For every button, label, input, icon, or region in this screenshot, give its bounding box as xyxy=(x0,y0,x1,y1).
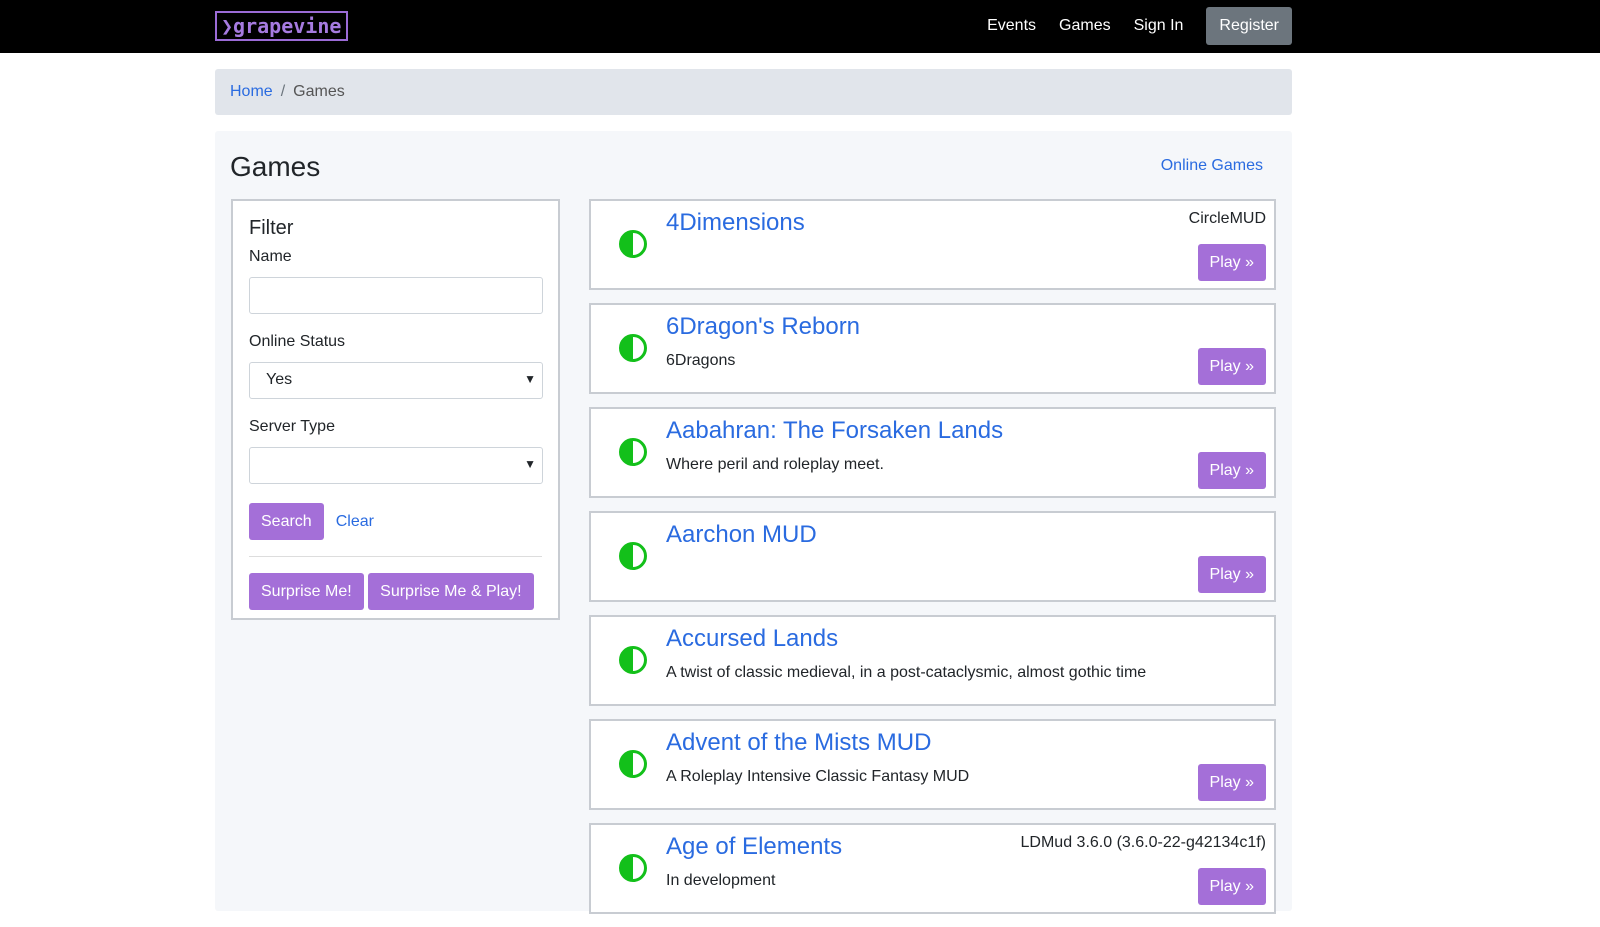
nav-sign-in[interactable]: Sign In xyxy=(1133,17,1184,34)
grapevine-logo[interactable]: ❯grapevine xyxy=(215,11,348,41)
divider xyxy=(249,556,542,557)
filter-title: Filter xyxy=(249,217,294,239)
online-status-value: Yes xyxy=(266,371,293,388)
game-description: In development xyxy=(666,872,776,889)
game-card: Aabahran: The Forsaken Lands Where peril… xyxy=(589,407,1276,498)
register-button[interactable]: Register xyxy=(1206,7,1292,45)
game-card: Advent of the Mists MUD A Roleplay Inten… xyxy=(589,719,1276,810)
chevron-down-icon: ▼ xyxy=(524,457,536,471)
online-status-label: Online Status xyxy=(249,333,346,350)
online-status-icon xyxy=(619,854,647,882)
page-title: Games xyxy=(230,151,321,182)
game-card: 6Dragon's Reborn 6Dragons Play » xyxy=(589,303,1276,394)
game-name-link[interactable]: 4Dimensions xyxy=(666,209,805,236)
online-status-icon xyxy=(619,230,647,258)
filter-panel: Filter Name Online Status Yes ▼ Server Ty… xyxy=(231,199,560,620)
play-button[interactable]: Play » xyxy=(1197,452,1266,489)
game-description: Where peril and roleplay meet. xyxy=(666,456,884,473)
play-button[interactable]: Play » xyxy=(1197,764,1266,801)
game-name-link[interactable]: Advent of the Mists MUD xyxy=(666,729,932,756)
server-type: LDMud 3.6.0 (3.6.0-22-g42134c1f) xyxy=(1020,834,1266,851)
game-name-link[interactable]: Accursed Lands xyxy=(666,625,839,652)
games-panel: Games Online Games Filter Name Online St… xyxy=(215,131,1292,914)
surprise-me-play-button[interactable]: Surprise Me & Play! xyxy=(368,573,534,610)
play-button[interactable]: Play » xyxy=(1197,348,1266,385)
game-name-link[interactable]: 6Dragon's Reborn xyxy=(666,313,861,340)
nav-games[interactable]: Games xyxy=(1059,17,1111,34)
server-type-select[interactable]: ▼ xyxy=(249,447,543,484)
breadcrumb: Home / Games xyxy=(215,69,1292,115)
name-label: Name xyxy=(249,248,292,265)
search-button[interactable]: Search xyxy=(249,503,324,540)
breadcrumb-home[interactable]: Home xyxy=(230,83,273,100)
game-card: Aarchon MUD Play » xyxy=(589,511,1276,602)
online-status-icon xyxy=(619,334,647,362)
breadcrumb-separator: / xyxy=(280,83,286,100)
game-name-link[interactable]: Aabahran: The Forsaken Lands xyxy=(666,417,1004,444)
online-status-select[interactable]: Yes ▼ xyxy=(249,362,543,399)
play-button[interactable]: Play » xyxy=(1197,556,1266,593)
game-description: 6Dragons xyxy=(666,352,736,369)
online-status-icon xyxy=(619,542,647,570)
online-games-link[interactable]: Online Games xyxy=(1160,157,1263,174)
name-input[interactable] xyxy=(249,277,543,314)
game-name-link[interactable]: Age of Elements xyxy=(666,833,843,860)
game-list: 4Dimensions CircleMUD Play » 6Dragon's Re… xyxy=(589,199,1276,927)
play-button[interactable]: Play » xyxy=(1197,868,1266,905)
online-status-icon xyxy=(619,438,647,466)
nav-events[interactable]: Events xyxy=(987,17,1037,34)
game-card: Accursed Lands A twist of classic mediev… xyxy=(589,615,1276,706)
server-type-label: Server Type xyxy=(249,418,335,435)
server-type: CircleMUD xyxy=(1188,210,1266,227)
game-card: 4Dimensions CircleMUD Play » xyxy=(589,199,1276,290)
game-card: Age of Elements In development LDMud 3.6… xyxy=(589,823,1276,914)
surprise-me-button[interactable]: Surprise Me! xyxy=(249,573,364,610)
online-status-icon xyxy=(619,646,647,674)
online-status-icon xyxy=(619,750,647,778)
navbar: ❯grapevine Events Games Sign In Register xyxy=(0,0,1600,53)
clear-link[interactable]: Clear xyxy=(335,512,374,530)
game-description: A Roleplay Intensive Classic Fantasy MUD xyxy=(666,768,970,785)
breadcrumb-current: Games xyxy=(293,83,345,100)
chevron-down-icon: ▼ xyxy=(524,372,536,386)
game-description: A twist of classic medieval, in a post-c… xyxy=(666,664,1147,681)
play-button[interactable]: Play » xyxy=(1197,244,1266,281)
game-name-link[interactable]: Aarchon MUD xyxy=(666,521,817,548)
